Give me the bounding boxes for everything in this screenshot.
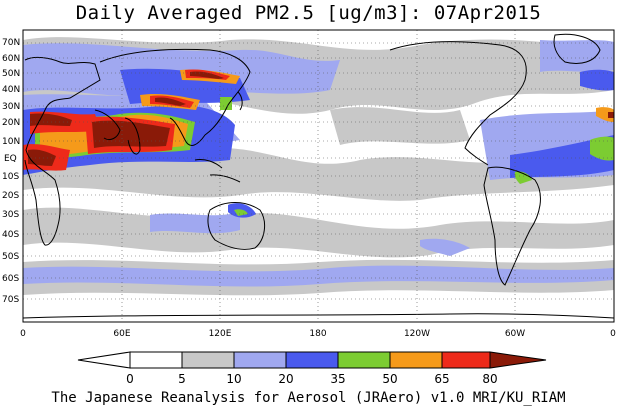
lat-label: 60N [2,54,20,64]
longitude-axis: 0 60E 120E 180 120W 60W 0 [20,329,616,339]
colorbar-box [233,351,287,369]
lat-label: 30N [2,102,20,112]
lon-label: 120E [209,329,232,339]
colorbar-tick: 0 [126,372,134,386]
colorbar-tick: 10 [226,372,241,386]
lon-label: 60E [113,329,130,339]
colorbar-start-arrow [77,351,131,369]
colorbar-labels: 0 5 10 20 35 50 65 80 [126,372,497,386]
footer-credit: The Japanese Reanalysis for Aerosol (JRA… [51,390,566,406]
colorbar-tick: 50 [382,372,397,386]
lat-label: 70S [2,295,19,305]
colorbar-tick: 20 [278,372,293,386]
lon-label: 180 [309,329,326,339]
lon-label: 120W [404,329,430,339]
band-10-20 [23,40,614,287]
colorbar-tick: 80 [482,372,497,386]
colorbar-tick: 65 [434,372,449,386]
lat-label: 40S [2,230,19,240]
lat-label: 50N [2,69,20,79]
graticule [23,30,614,322]
lat-label: 10N [2,137,20,147]
map-title: Daily Averaged PM2.5 [ug/m3]: 07Apr2015 [75,2,542,24]
lon-label: 60W [505,329,525,339]
colorbar-box [337,351,391,369]
lat-label: 70N [2,38,20,48]
colorbar-box [129,351,183,369]
concentration-field [23,37,614,296]
lon-label: 0 [20,329,26,339]
colorbar-box [181,351,235,369]
colorbar-box [285,351,339,369]
lat-label: 50S [2,252,19,262]
colorbar-tick: 5 [178,372,186,386]
lat-label: EQ [4,154,17,164]
lat-label: 30S [2,210,19,220]
colorbar-box [389,351,443,369]
colorbar-box [441,351,491,369]
lat-label: 60S [2,274,19,284]
lon-label: 0 [610,329,616,339]
colorbar-tick: 35 [330,372,345,386]
colorbar-end-arrow [489,351,547,369]
colorbar [77,351,547,369]
lat-label: 40N [2,85,20,95]
map-frame [22,29,615,323]
lat-label: 20S [2,191,19,201]
latitude-axis: 70N 60N 50N 40N 30N 20N 10N EQ 10S 20S 3… [2,38,20,305]
lat-label: 20N [2,118,20,128]
lat-label: 10S [2,172,19,182]
